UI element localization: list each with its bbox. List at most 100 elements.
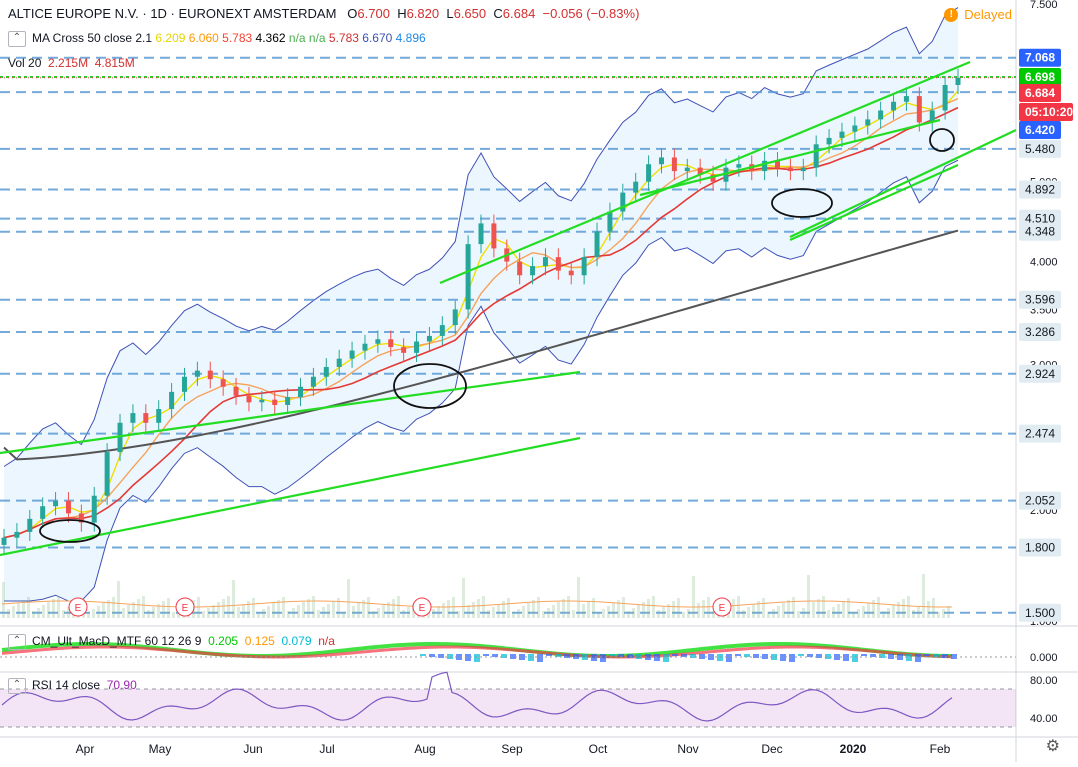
price-label-bg: [1019, 121, 1061, 139]
volume-bar: [887, 608, 890, 618]
ma-black: [3, 229, 959, 461]
delayed-badge[interactable]: ! Delayed: [944, 7, 1012, 22]
collapse-icon[interactable]: ⌃: [8, 678, 26, 694]
macd-histogram-bar: [870, 654, 876, 657]
collapse-icon[interactable]: ⌃: [8, 31, 26, 47]
x-axis-label: Sep: [501, 742, 523, 756]
volume-bar: [642, 602, 645, 618]
volume-bar: [817, 599, 820, 618]
volume-bar: [942, 609, 945, 618]
volume-bar: [507, 598, 510, 618]
volume-bar: [102, 603, 105, 618]
x-axis-label: May: [149, 742, 172, 756]
ma-cross-label: MA Cross 50 close 2.1: [32, 31, 153, 46]
ma-yellow: [3, 90, 959, 539]
volume-bar: [892, 605, 895, 618]
volume-bar: [632, 608, 635, 618]
candle-body: [710, 174, 716, 182]
volume-bar: [362, 600, 365, 618]
candle-body: [903, 96, 909, 102]
volume-bar: [637, 605, 640, 618]
macd-histogram-bar: [645, 654, 651, 660]
volume-bar: [647, 599, 650, 618]
volume-bar: [292, 608, 295, 618]
settings-gear-icon[interactable]: ⚙: [1045, 738, 1060, 755]
macd-legend[interactable]: ⌃ CM_Ult_MacD_MTF 60 12 26 9 0.205 0.125 …: [8, 634, 335, 650]
volume-bar: [317, 610, 320, 618]
macd-histogram-bar: [726, 654, 732, 662]
price-label-bg: [1019, 67, 1061, 86]
volume-bar: [852, 612, 855, 618]
volume-bar: [287, 611, 290, 618]
candle-body: [800, 167, 806, 172]
x-axis-label: Jul: [319, 742, 334, 756]
high-label: H: [397, 6, 407, 21]
volume-bar: [512, 612, 515, 618]
volume-bar: [557, 602, 560, 618]
candle-body: [697, 167, 703, 175]
earnings-marker-label: E: [182, 603, 189, 614]
macd-histogram-bar: [816, 654, 822, 658]
candle-body: [852, 125, 858, 132]
candle-body: [439, 325, 445, 336]
volume-bar: [117, 581, 120, 618]
volume-bar: [312, 596, 315, 618]
candle-body: [298, 386, 304, 398]
volume-bar: [457, 611, 460, 618]
candle-body: [684, 167, 690, 172]
volume-bar: [592, 598, 595, 618]
macd-histogram-bar: [681, 654, 687, 657]
volume-bar: [237, 607, 240, 618]
candle-body: [426, 335, 432, 342]
volume-bar: [402, 610, 405, 618]
volume-bar: [927, 601, 930, 618]
volume-bar: [157, 604, 160, 618]
volume-legend[interactable]: Vol 20 2.215M 4.815M: [8, 56, 135, 70]
price-tick-label: 7.500: [1030, 0, 1058, 11]
candle-body: [826, 137, 832, 145]
ma-cross-legend[interactable]: ⌃ MA Cross 50 close 2.1 6.209 6.060 5.783…: [8, 31, 426, 47]
high-value: 6.820: [406, 6, 440, 21]
rsi-legend[interactable]: ⌃ RSI 14 close 70.90: [8, 678, 137, 694]
candle-body: [130, 413, 136, 423]
volume-label: Vol 20: [8, 56, 42, 70]
candle-body: [646, 164, 652, 182]
candle-body: [942, 84, 948, 111]
macd-histogram-bar: [735, 654, 741, 656]
volume-bar: [497, 604, 500, 618]
volume-bar: [232, 580, 235, 618]
volume-bar: [597, 612, 600, 618]
collapse-icon[interactable]: ⌃: [8, 634, 26, 650]
volume-bar: [837, 604, 840, 618]
volume-bar: [162, 601, 165, 618]
macd-histogram-bar: [690, 654, 696, 658]
macd-histogram-bar: [879, 654, 885, 658]
candle-body: [1, 537, 7, 545]
ma-cross-value: 6.670: [358, 31, 393, 46]
volume-bar: [627, 611, 630, 618]
volume-bar: [687, 609, 690, 618]
candle-body: [916, 96, 922, 123]
earnings-marker: [412, 597, 432, 617]
volume-bar: [407, 607, 410, 618]
candle-body: [220, 379, 226, 387]
volume-bar: [337, 598, 340, 618]
volume-bar: [32, 611, 35, 618]
bollinger-upper: [3, 7, 959, 467]
x-axis-label: Dec: [761, 742, 782, 756]
macd-histogram-bar: [942, 654, 948, 658]
volume-bar: [172, 612, 175, 618]
ma-cross-value: 5.783: [325, 31, 359, 46]
price-label-bg: [1019, 139, 1061, 158]
volume-bar: [672, 601, 675, 618]
volume-bar: [572, 610, 575, 618]
candle-body: [839, 131, 845, 138]
rsi-value: 70.90: [106, 678, 137, 693]
macd-histogram-bar: [915, 654, 921, 662]
candle-body: [117, 422, 123, 453]
candle-body: [491, 223, 497, 249]
volume-bar: [897, 602, 900, 618]
volume-bar: [382, 605, 385, 618]
